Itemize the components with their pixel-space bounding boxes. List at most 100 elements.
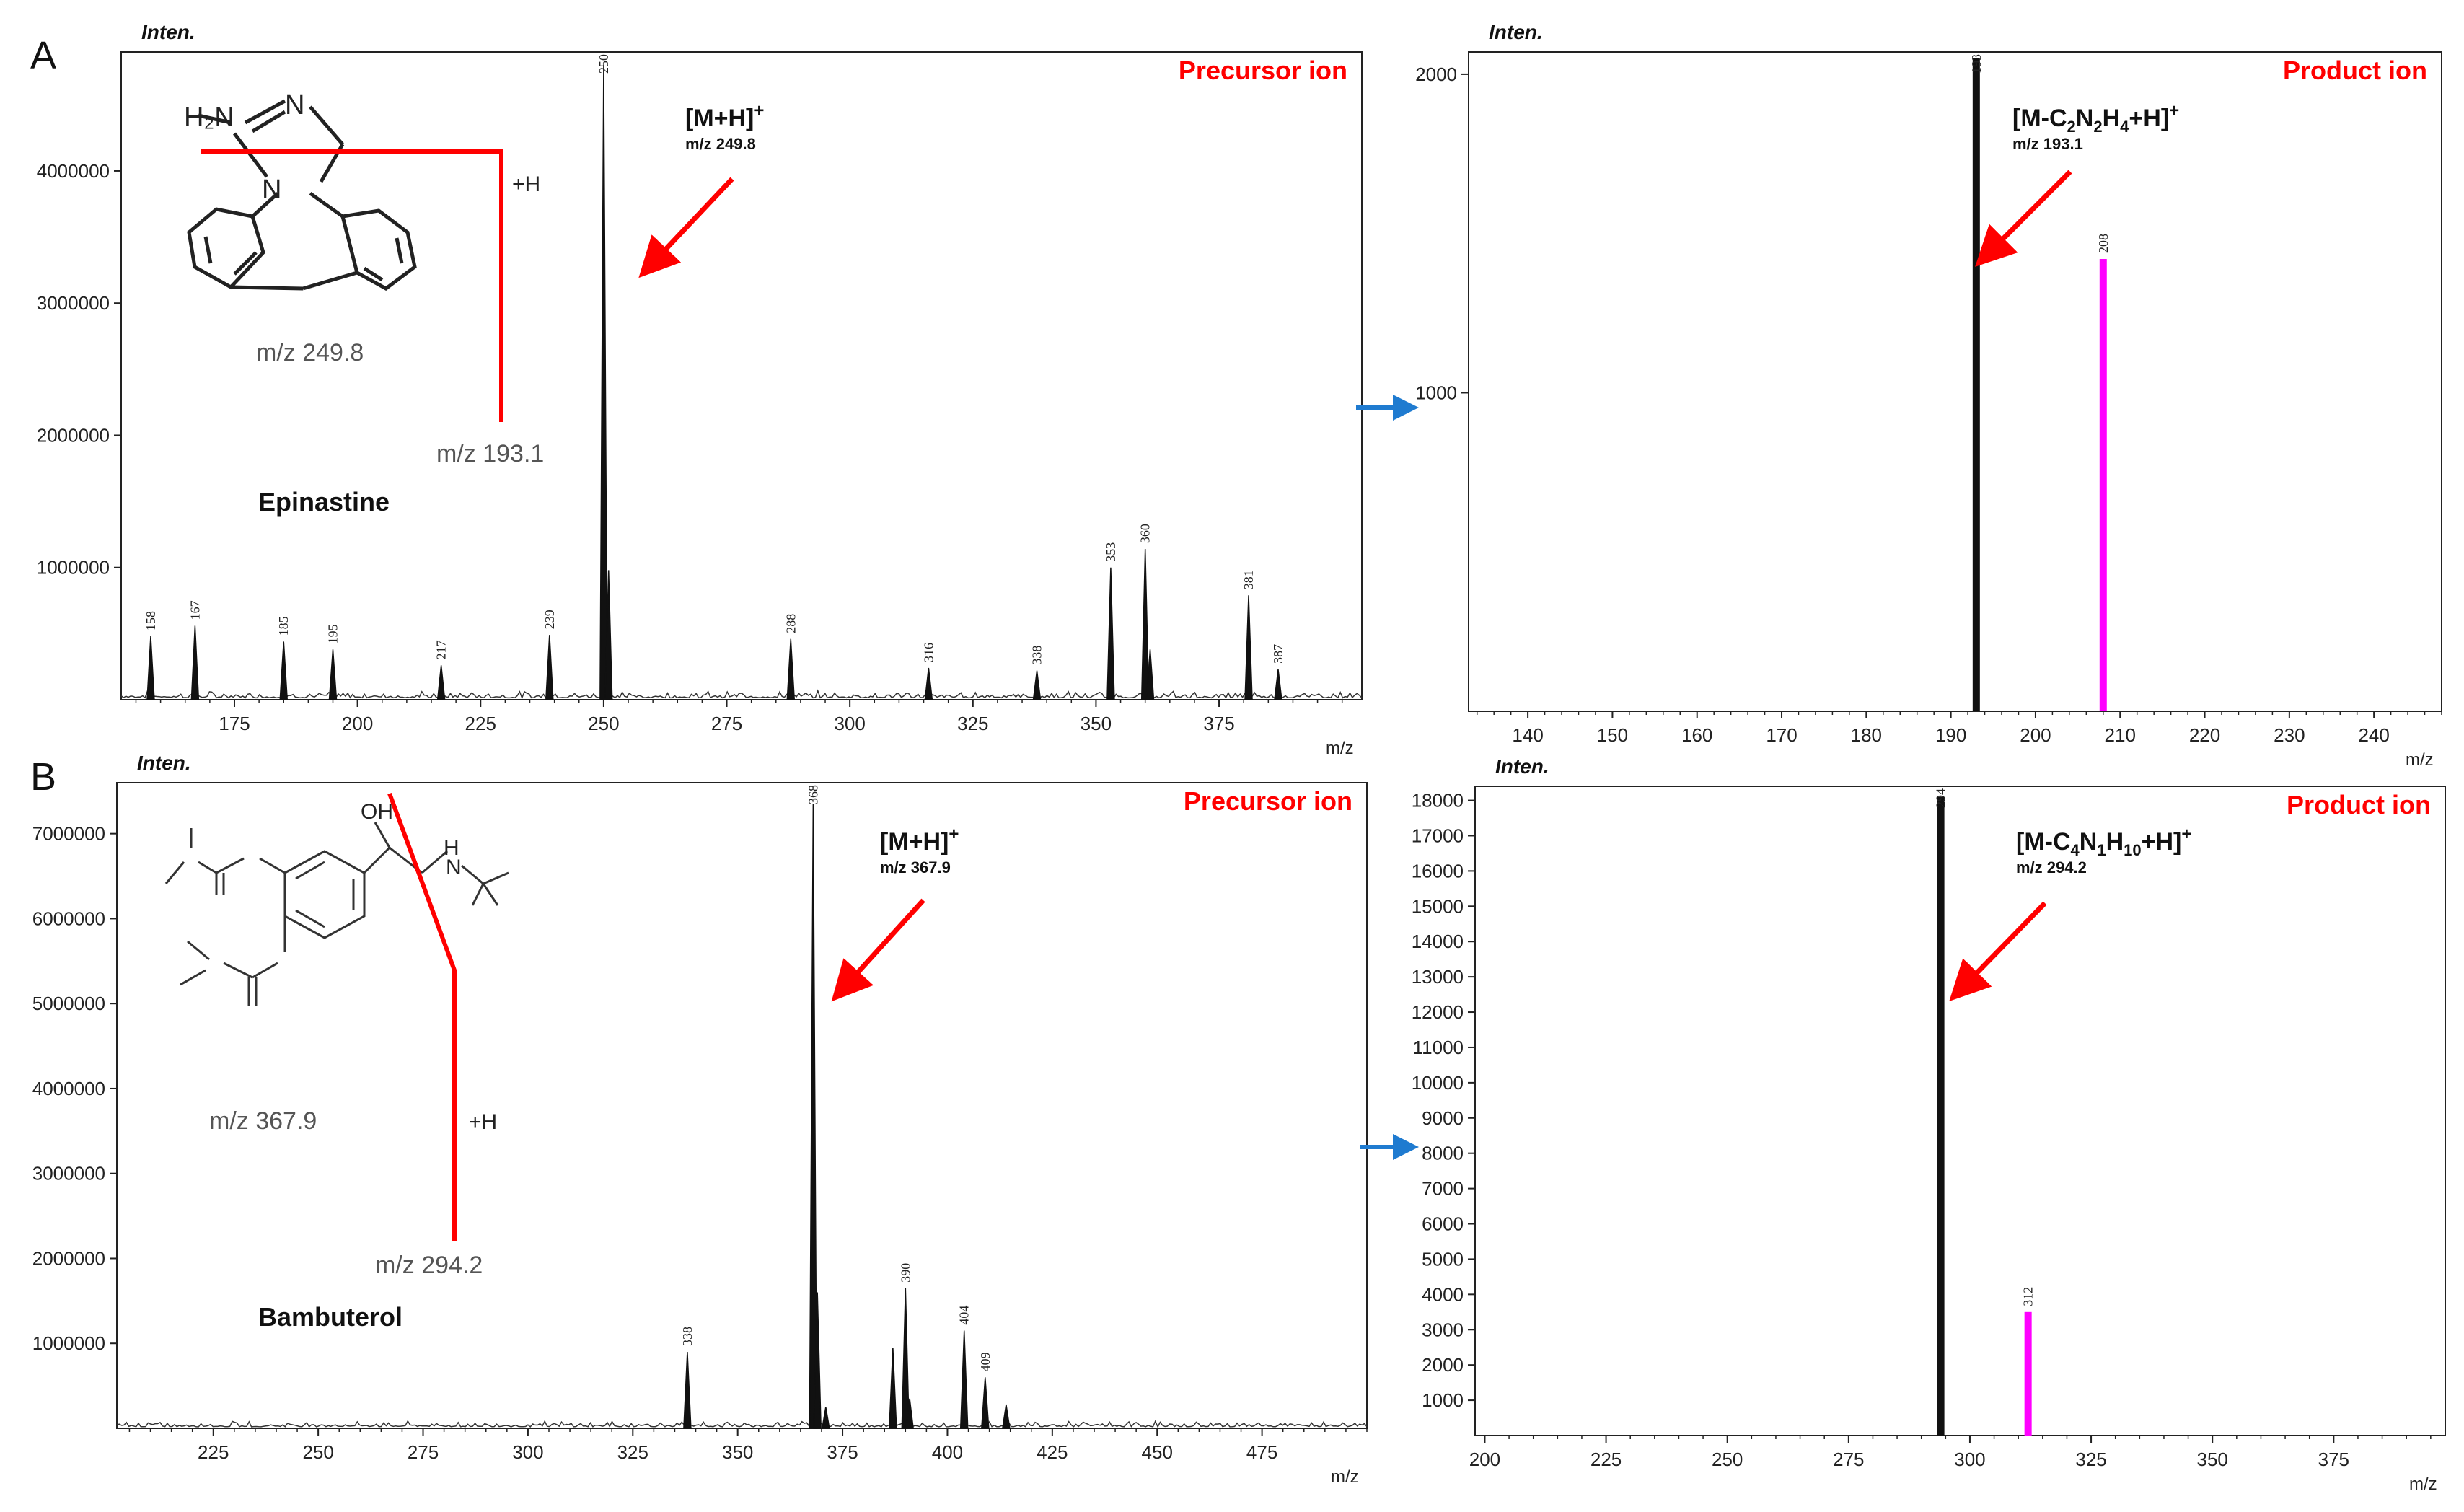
y-axis-label: Inten. [141, 21, 195, 43]
y-tick-label: 6000000 [32, 907, 105, 929]
y-tick-label: 9000 [1422, 1107, 1464, 1129]
y-tick-label: 11000 [1413, 1037, 1464, 1058]
peak-label: 294 [1934, 788, 1948, 808]
atom-n-bottom: N [262, 175, 281, 205]
x-tick-label: 350 [2197, 1449, 2228, 1470]
peak-label: 381 [1241, 570, 1256, 589]
peak-label: 250 [597, 54, 611, 74]
x-tick-label: 250 [1712, 1449, 1743, 1470]
bambuterol-fragment-mz: m/z 294.2 [375, 1252, 483, 1279]
bambuterol-structure [164, 822, 509, 1006]
peak [599, 65, 608, 700]
y-tick-label: 2000000 [32, 1247, 105, 1269]
bond [395, 237, 404, 264]
y-tick-label: 1000000 [32, 1332, 105, 1354]
bond [461, 864, 484, 885]
peak [1244, 595, 1253, 700]
peak-label: 409 [978, 1352, 993, 1371]
bond [223, 962, 253, 979]
x-tick-label: 300 [512, 1441, 543, 1463]
chart-a-product: Inten. m/z Product ion 140 150 160 170 180 190 20… [1415, 21, 2442, 770]
bond [302, 271, 358, 291]
x-axis-label: m/z [1331, 1467, 1359, 1487]
compound-name-bambuterol: Bambuterol [258, 1302, 402, 1332]
peak [1140, 549, 1150, 700]
y-tick-label: 10000 [1412, 1072, 1464, 1094]
bond [295, 861, 325, 880]
peak [146, 636, 155, 700]
x-tick-label: 275 [1833, 1449, 1864, 1470]
compound-name-epinastine: Epinastine [258, 487, 390, 517]
y-tick-label: 2000000 [37, 424, 110, 446]
left-benzene [187, 207, 265, 290]
bond [198, 861, 217, 874]
peak-label: 288 [783, 614, 798, 633]
y-tick-label: 3000 [1422, 1319, 1464, 1340]
x-tick-label: 250 [588, 713, 619, 734]
plot-frame [120, 51, 1363, 700]
x-tick-label: 450 [1142, 1441, 1173, 1463]
cleavage-line-b [387, 792, 457, 1241]
x-tick-label: 375 [1203, 713, 1234, 734]
bond [230, 285, 304, 291]
epinastine-precursor-mz: m/z 249.8 [256, 339, 364, 366]
chart-title: Product ion [2283, 56, 2427, 85]
plot-frame [116, 782, 1368, 1429]
y-tick-label: 3000000 [37, 292, 110, 314]
peak [545, 635, 554, 700]
ion-arrow [638, 177, 734, 278]
epinastine-fragment-mz: m/z 193.1 [436, 440, 544, 467]
x-tick-label: 140 [1512, 724, 1543, 746]
bond [244, 99, 286, 125]
x-tick-label: 250 [302, 1441, 333, 1463]
ion-mz: m/z 249.8 [685, 135, 756, 153]
peak [809, 804, 818, 1429]
x-tick-label: 220 [2189, 724, 2220, 746]
peak-label: 193 [1969, 54, 1984, 74]
chart-b-product: Inten. m/z Product ion 200 225 250 275 300 325 35… [1412, 755, 2446, 1494]
bond [363, 266, 384, 282]
y-tick-label: 6000 [1422, 1213, 1464, 1235]
ion-formula: [M+H]+ [685, 101, 764, 132]
y-tick-label: 16000 [1412, 860, 1464, 882]
bond [216, 857, 245, 874]
panel-letter-a: A [30, 34, 56, 77]
y-tick-label: 4000 [1422, 1283, 1464, 1305]
x-tick-label: 275 [711, 713, 742, 734]
y-tick-label: 18000 [1412, 790, 1464, 812]
bond [198, 113, 232, 125]
x-tick-label: 275 [408, 1441, 439, 1463]
y-tick-label: 15000 [1412, 895, 1464, 917]
peak-label: 158 [144, 611, 158, 630]
peak-label: 208 [2096, 234, 2111, 253]
y-tick-label: 13000 [1412, 966, 1464, 988]
peak [786, 638, 796, 700]
peak-label: 239 [542, 610, 557, 629]
x-tick-label: 175 [219, 713, 250, 734]
x-tick-label: 300 [1954, 1449, 1985, 1470]
x-tick-label: 230 [2274, 724, 2305, 746]
peak [279, 641, 289, 700]
y-tick-label: 5000000 [32, 993, 105, 1014]
bond [164, 861, 185, 884]
peak [604, 570, 613, 700]
y-tick-label: 14000 [1412, 931, 1464, 952]
peak [328, 649, 338, 700]
y-tick-label: 1000000 [37, 557, 110, 579]
peak [1032, 670, 1042, 700]
peak-label: 368 [806, 785, 820, 804]
peak-label: 387 [1271, 644, 1285, 664]
bond [309, 191, 344, 219]
x-tick-label: 200 [2020, 724, 2051, 746]
ion-formula: [M-C4N1H10+H]+ [2016, 825, 2191, 859]
y-tick-label: 7000 [1422, 1178, 1464, 1200]
bond [482, 883, 499, 906]
atom-n: N [446, 856, 462, 879]
x-tick-label: 350 [722, 1441, 753, 1463]
x-tick-label: 225 [198, 1441, 229, 1463]
x-tick-label: 200 [342, 713, 373, 734]
epinastine-structure [187, 99, 417, 291]
peak [813, 1292, 822, 1429]
x-tick-label: 375 [827, 1441, 858, 1463]
